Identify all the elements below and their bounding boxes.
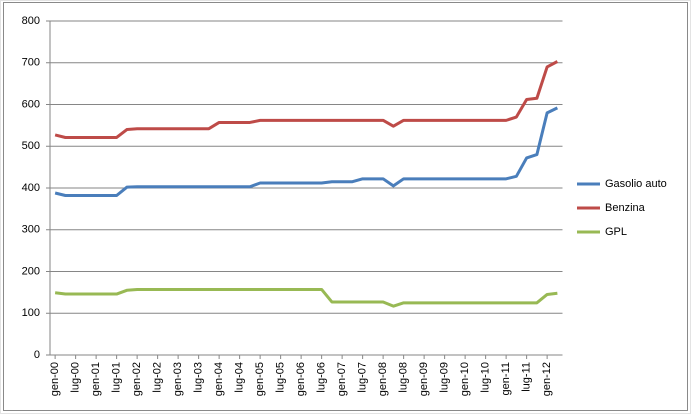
x-tick-label: gen-12 (541, 362, 553, 396)
x-tick-label: gen-06 (295, 362, 307, 396)
x-tick-label: lug-02 (152, 362, 164, 393)
y-tick-label: 400 (22, 182, 40, 194)
x-tick-label: gen-04 (213, 362, 225, 396)
y-tick-label: 700 (22, 57, 40, 69)
x-tick-label: lug-08 (398, 362, 410, 393)
x-tick-label: gen-02 (131, 362, 143, 396)
x-tick-label: lug-10 (480, 362, 492, 393)
x-tick-label: gen-11 (500, 362, 512, 395)
x-tick-label: lug-07 (357, 362, 369, 393)
y-tick-label: 600 (22, 98, 40, 110)
legend-label: GPL (605, 226, 627, 238)
x-tick-label: lug-05 (275, 362, 287, 393)
y-tick-label: 300 (22, 224, 40, 236)
x-tick-label: lug-00 (70, 362, 82, 393)
x-tick-label: lug-01 (111, 362, 123, 393)
y-tick-label: 200 (22, 265, 40, 277)
x-tick-label: lug-06 (316, 362, 328, 393)
x-tick-label: lug-04 (234, 362, 246, 393)
legend-label: Benzina (605, 202, 646, 214)
series-line (54, 287, 558, 308)
y-tick-label: 100 (22, 307, 40, 319)
x-tick-label: gen-09 (418, 362, 430, 396)
chart-area (3, 2, 688, 411)
x-tick-label: lug-09 (439, 362, 451, 393)
series-line (54, 60, 559, 139)
x-tick-label: gen-05 (254, 362, 266, 396)
y-tick-label: 800 (22, 15, 40, 27)
series-line (54, 106, 559, 198)
x-tick-label: gen-00 (49, 362, 61, 396)
x-tick-label: lug-03 (193, 362, 205, 393)
y-tick-label: 500 (22, 140, 40, 152)
y-tick-label: 0 (34, 349, 40, 361)
x-tick-label: lug-11 (521, 362, 533, 392)
x-tick-label: gen-07 (336, 362, 348, 396)
x-tick-label: gen-08 (377, 362, 389, 396)
x-tick-label: gen-01 (90, 362, 102, 396)
x-tick-label: gen-03 (172, 362, 184, 396)
legend-label: Gasolio auto (605, 178, 667, 190)
x-tick-label: gen-10 (459, 362, 471, 396)
